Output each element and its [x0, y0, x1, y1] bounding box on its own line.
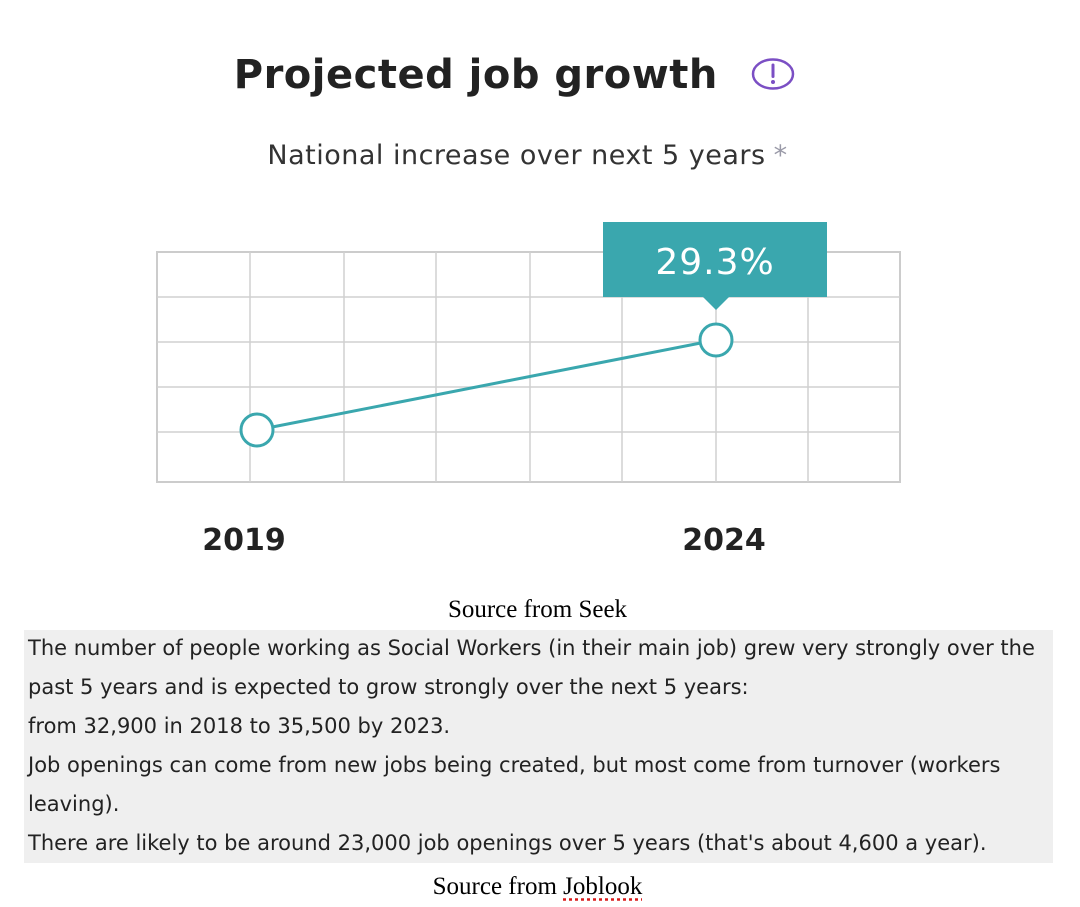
chart-subtitle: National increase over next 5 years * [0, 140, 1055, 171]
exclamation-circle-icon[interactable] [750, 57, 796, 91]
asterisk-marker: * [773, 140, 788, 171]
source-joblook-prefix: Source from [432, 873, 557, 900]
data-point-2024[interactable] [698, 322, 734, 358]
excerpt-line-4: Job openings can come from new jobs bein… [28, 753, 1001, 777]
excerpt-line-3: from 32,900 in 2018 to 35,500 by 2023. [28, 714, 451, 738]
excerpt-line-5: leaving). [28, 792, 120, 816]
joblook-excerpt: The number of people working as Social W… [24, 630, 1053, 863]
source-seek-caption: Source from Seek [447, 596, 628, 623]
growth-chart: 29.3% 2019 2024 [156, 222, 901, 558]
callout-label: 29.3% [655, 242, 774, 283]
data-point-2019[interactable] [239, 412, 275, 448]
value-callout: 29.3% [603, 222, 827, 310]
excerpt-line-6: There are likely to be around 23,000 job… [28, 831, 987, 855]
x-tick-label-2024: 2024 [682, 523, 766, 558]
chart-title: Projected job growth [0, 52, 1030, 98]
source-joblook-name: Joblook [563, 873, 643, 900]
x-tick-label-2019: 2019 [202, 523, 286, 558]
source-joblook-caption: Source from Joblook [0, 873, 1075, 901]
subtitle-text: National increase over next 5 years [267, 140, 766, 171]
callout-box [603, 222, 827, 310]
title-text: Projected job growth [233, 52, 718, 98]
excerpt-line-2: past 5 years and is expected to grow str… [28, 675, 749, 699]
series-line [256, 338, 717, 432]
excerpt-line-1: The number of people working as Social W… [28, 636, 1035, 660]
